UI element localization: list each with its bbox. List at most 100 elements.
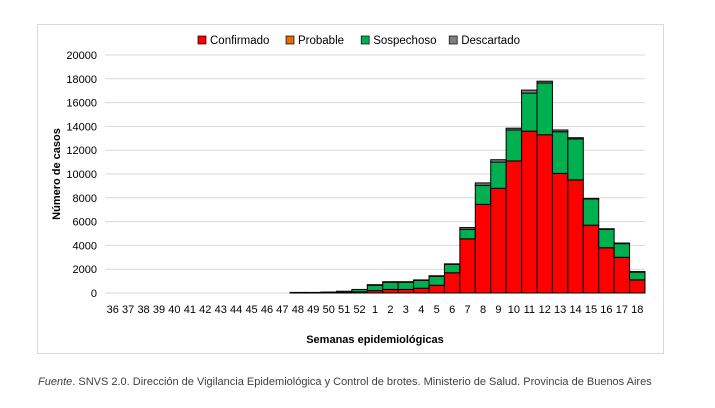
bar-segment-descartado (567, 137, 584, 140)
bar-segment-sospechoso (629, 271, 646, 281)
bar-segment-confirmado (474, 203, 492, 294)
x-tick-label: 45 (245, 304, 257, 316)
x-tick-label: 8 (480, 304, 486, 316)
bar-segment-descartado (397, 281, 415, 283)
x-tick-label: 47 (276, 304, 288, 316)
x-tick-label: 42 (199, 304, 211, 316)
x-axis-title: Semanas epidemiológicas (306, 334, 444, 346)
x-tick-label: 16 (600, 304, 612, 316)
x-tick-label: 40 (168, 304, 180, 316)
y-tick-label: 10000 (66, 169, 97, 181)
legend-label-probable: Probable (298, 35, 344, 47)
bar-segment-descartado (490, 159, 507, 163)
x-tick-label: 2 (387, 304, 393, 316)
legend-label-confirmado: Confirmado (210, 35, 269, 47)
x-tick-label: 12 (539, 304, 551, 316)
x-tick-label: 13 (554, 304, 566, 316)
bar-segment-descartado (551, 129, 569, 133)
stacked-bar-chart: 0 2000 4000 6000 8000 10000 12000 14000 16000 180… (51, 35, 646, 346)
bar-segment-confirmado (629, 279, 646, 294)
source-note: Fuente. SNVS 2.0. Dirección de Vigilanci… (38, 376, 652, 388)
bar-segment-descartado (382, 281, 399, 283)
bar-segment-sospechoso (613, 243, 631, 258)
x-tick-label: 3 (403, 304, 409, 316)
x-tick-label: 48 (292, 304, 304, 316)
y-tick-label: 6000 (73, 217, 97, 229)
bar-segment-descartado (598, 228, 615, 230)
x-tick-label: 50 (323, 304, 335, 316)
x-tick-label: 6 (449, 304, 455, 316)
bar-segment-descartado (443, 263, 461, 265)
bar-segment-descartado (582, 197, 600, 200)
bar-segment-sospechoso (382, 281, 399, 290)
bar-segment-confirmado (598, 247, 615, 294)
bar-segment-descartado (413, 279, 430, 282)
x-tick-label: 17 (616, 304, 628, 316)
bar-segment-sospechoso (536, 82, 553, 136)
y-axis-title: Número de casos (51, 128, 63, 220)
x-tick-label: 18 (631, 304, 643, 316)
bar-segment-confirmado (505, 160, 523, 294)
bar-segment-confirmado (428, 284, 445, 294)
bar-segment-sospechoso (567, 138, 584, 181)
bar-segment-descartado (629, 271, 646, 273)
source-text: . SNVS 2.0. Dirección de Vigilancia Epid… (72, 376, 652, 388)
bar-segment-sospechoso (320, 291, 337, 294)
x-tick-label: 36 (107, 304, 119, 316)
bar-segment-sospechoso (366, 284, 384, 292)
x-tick-label: 44 (230, 304, 242, 316)
bar-segment-confirmado (490, 187, 507, 294)
x-tick-label: 7 (465, 304, 471, 316)
x-tick-label: 11 (524, 304, 535, 316)
y-tick-label: 4000 (73, 240, 97, 252)
x-tick-label: 4 (418, 304, 424, 316)
bar-segment-confirmado (521, 130, 538, 294)
x-tick-label: 39 (153, 304, 165, 316)
legend-swatch-sospechoso (360, 35, 370, 45)
y-tick-label: 20000 (66, 50, 97, 62)
legend-swatch-descartado (448, 35, 458, 45)
y-tick-label: 0 (91, 288, 97, 300)
bar-segment-confirmado (397, 288, 415, 294)
x-tick-label: 38 (137, 304, 149, 316)
chart-frame (37, 24, 664, 354)
bar-segment-confirmado (613, 256, 631, 294)
source-label: Fuente (38, 376, 73, 388)
bar-segment-descartado (536, 80, 553, 84)
bar-segment-sospechoso (428, 275, 445, 286)
bar-segment-sospechoso (521, 92, 538, 132)
y-tick-label: 8000 (73, 193, 97, 205)
bar-segment-sospechoso (397, 281, 415, 290)
x-tick-label: 41 (184, 304, 196, 316)
bar-segment-descartado (505, 127, 523, 131)
bar-segment-confirmado (459, 238, 476, 294)
legend-swatch-confirmado (197, 35, 207, 45)
x-tick-label: 51 (338, 304, 350, 316)
bar-segment-sospechoso (474, 184, 492, 205)
x-tick-label: 52 (353, 304, 365, 316)
x-tick-label: 15 (585, 304, 597, 316)
y-tick-label: 12000 (66, 145, 97, 157)
x-tick-label: 43 (215, 304, 227, 316)
bar-segment-confirmado (413, 287, 430, 294)
y-tick-label: 14000 (66, 121, 97, 133)
x-tick-label: 46 (261, 304, 273, 316)
bar-segment-sospechoso (598, 228, 615, 249)
legend-label-sospechoso: Sospechoso (373, 35, 436, 47)
x-tick-label: 9 (495, 304, 501, 316)
bar-segment-confirmado (443, 272, 461, 294)
x-tick-label: 37 (122, 304, 134, 316)
bar-segment-descartado (366, 284, 384, 286)
bar-segment-descartado (459, 227, 476, 230)
bar-segment-confirmado (382, 288, 399, 294)
bar-segment-sospechoso (490, 161, 507, 189)
y-tick-label: 16000 (66, 98, 97, 110)
legend-label-descartado: Descartado (461, 35, 520, 47)
bar-segment-sospechoso (505, 129, 523, 162)
bar-segment-descartado (428, 275, 445, 277)
y-tick-label: 18000 (66, 74, 97, 86)
x-tick-label: 1 (372, 304, 378, 316)
bar-segment-confirmado (536, 134, 553, 294)
y-tick-label: 2000 (73, 264, 97, 276)
bar-segment-descartado (474, 182, 492, 186)
